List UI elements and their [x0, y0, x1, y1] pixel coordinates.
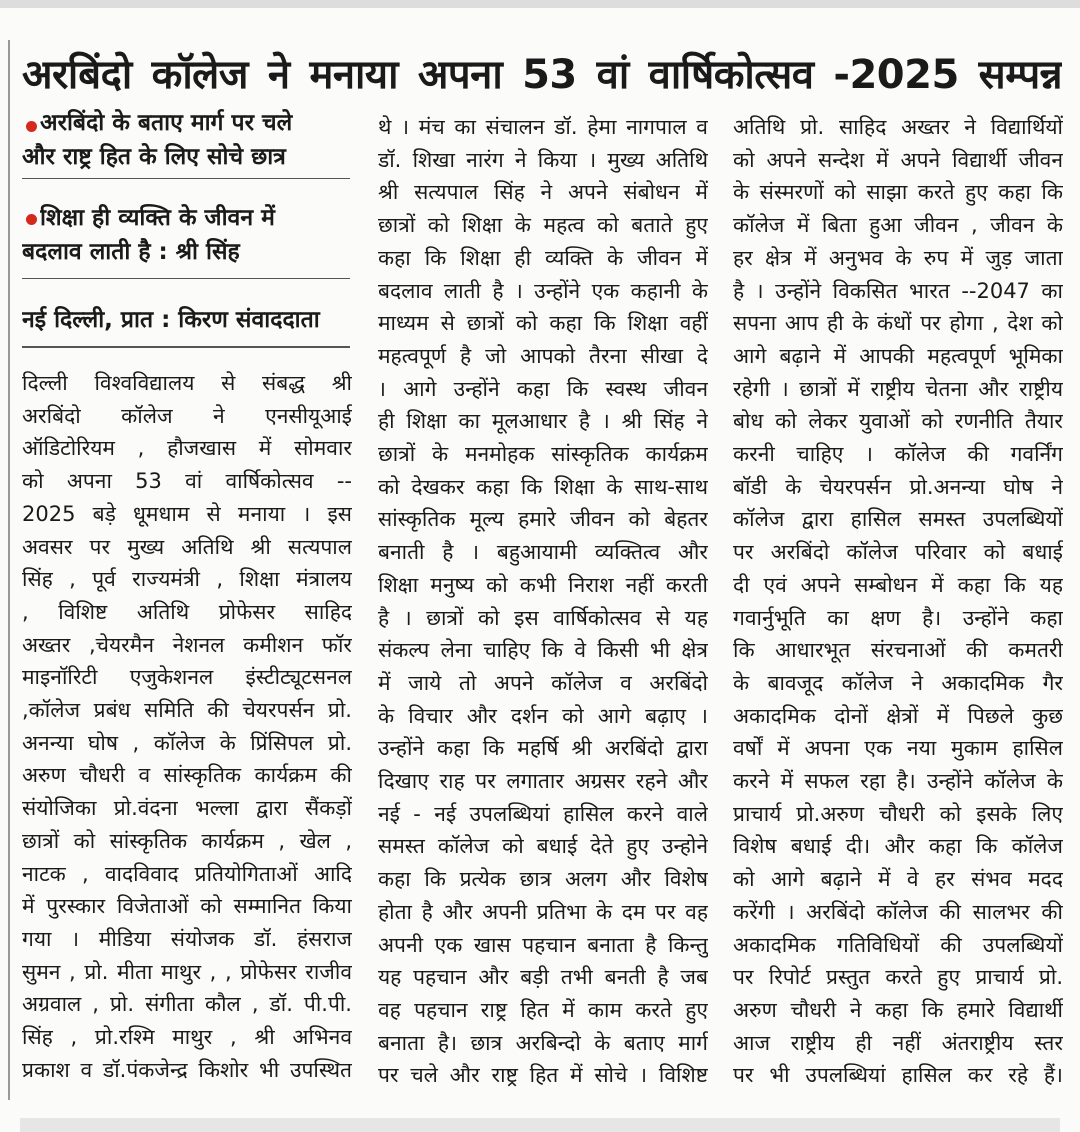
- highlight-line: अरबिंदो के बताए मार्ग पर चले: [40, 110, 293, 136]
- body-line: कॉलेज द्वारा हासिल समस्त उपलब्धियों: [733, 507, 1063, 532]
- body-line: उन्होंने कहा कि महर्षि श्री अरबिंदो द्वा…: [378, 736, 708, 761]
- left-border: [8, 40, 10, 1100]
- body-line: नई - नई उपलब्धियां हासिल करने वाले: [378, 801, 708, 826]
- top-strip: [0, 0, 1080, 8]
- body-line: सिंह , पूर्व राज्यमंत्री , शिक्षा मंत्रा…: [22, 567, 352, 592]
- body-line: सांस्कृतिक मूल्य हमारे जीवन को बेहतर: [378, 507, 708, 532]
- body-line: प्राचार्य प्रो.अरुण चौधरी को इसके लिए: [733, 801, 1063, 826]
- body-line: बॉडी के चेयरपर्सन प्रो.अनन्या घोष ने: [733, 474, 1063, 499]
- body-line: है । उन्होंने विकसित भारत --2047 का: [733, 278, 1063, 303]
- body-line: श्री सत्यपाल सिंह ने अपने संबोधन में: [378, 180, 708, 205]
- body-line: हर क्षेत्र में अनुभव के रुप में जुड़ जात…: [733, 245, 1063, 270]
- body-line: दिखाए राह पर लगातार अग्रसर रहने और: [378, 769, 708, 793]
- body-line: बोध को लेकर युवाओं को रणनीति तैयार: [733, 409, 1063, 434]
- separator: [22, 178, 350, 179]
- body-line: संयोजिका प्रो.वंदना भल्ला द्वारा सैंकड़ो…: [22, 796, 352, 821]
- bullet: [26, 121, 37, 132]
- body-line: माइनॉरिटी एजुकेशनल इंस्टीट्यूटसनल: [22, 665, 352, 690]
- body-line: अवसर पर मुख्य अतिथि श्री सत्यपाल: [22, 534, 352, 559]
- body-line: सिंह , प्रो.रश्मि माथुर , श्री अभिनव: [22, 1025, 352, 1049]
- body-line: गवार्नुभूति का क्षण है। उन्होंने कहा: [733, 605, 1063, 630]
- separator: [22, 346, 350, 348]
- body-line: है । छात्रों को इस वार्षिकोत्सव से यह: [378, 605, 708, 630]
- body-line: करेंगी । अरबिंदो कॉलेज की सालभर की: [733, 899, 1063, 924]
- body-line: समस्त कॉलेज को बधाई देते हुए उन्होने: [378, 834, 708, 859]
- body-line: बनाता है। छात्र अरबिन्दो के बताए मार्ग: [378, 1030, 708, 1055]
- body-line: महत्वपूर्ण है जो आपको तैरना सीखा दे: [378, 343, 708, 368]
- body-line: माध्यम से छात्रों को कहा कि शिक्षा वहीं: [378, 311, 708, 336]
- body-line: बदलाव लाती है । उन्होंने एक कहानी के: [378, 278, 708, 303]
- body-line: में पुरस्कार विजेताओं को सम्मानित किया: [22, 894, 352, 919]
- highlight-line: बदलाव लाती है : श्री सिंह: [22, 239, 240, 265]
- body-line: पर रिपोर्ट प्रस्तुत करते हुए प्राचार्य प…: [733, 965, 1063, 990]
- body-line: । आगे उन्होंने कहा कि स्वस्थ जीवन: [378, 376, 708, 401]
- body-line: पर भी उपलब्धियां हासिल कर रहे हैं।: [733, 1063, 1063, 1088]
- body-line: अतिथि प्रो. साहिद अख्तर ने विद्यार्थियों: [733, 115, 1063, 139]
- body-line: कहा कि प्रत्येक छात्र अलग और विशेष: [378, 867, 708, 892]
- body-line: वर्षों में अपना एक नया मुकाम हासिल: [733, 736, 1063, 761]
- highlight-line: शिक्षा ही व्यक्ति के जीवन में: [40, 205, 275, 231]
- body-line: छात्रों के मनमोहक सांस्कृतिक कार्यक्रम: [378, 442, 708, 466]
- body-line: के विचार और दर्शन को आगे बढ़ाए ।: [378, 703, 708, 728]
- bullet: [26, 214, 37, 225]
- body-line: संकल्प लेना चाहिए कि वे किसी भी क्षेत्र: [378, 638, 708, 663]
- body-line: अख्तर ,चेयरमैन नेशनल कमीशन फॉर: [22, 632, 352, 657]
- bottom-strip: [20, 1118, 1060, 1132]
- body-line: के बावजूद कॉलेज ने अकादमिक गैर: [733, 670, 1063, 695]
- body-line: प्रकाश व डॉ.पंकजेन्द्र किशोर भी उपस्थित: [22, 1057, 352, 1082]
- body-line: करनी चाहिए । कॉलेज की गवर्निंग: [733, 442, 1063, 466]
- body-line: रहेगी । छात्रों में राष्ट्रीय चेतना और र…: [733, 376, 1063, 401]
- body-line: पर चले और राष्ट्र हित में सोचे । विशिष्ट: [378, 1063, 708, 1088]
- body-line: अपनी एक खास पहचान बनाता है किन्तु: [378, 932, 708, 957]
- body-line: आज राष्ट्रीय ही नहीं अंतराष्ट्रीय स्तर: [733, 1030, 1063, 1055]
- body-line: थे । मंच का संचालन डॉ. हेमा नागपाल व: [378, 115, 708, 139]
- body-line: अरुण चौधरी व सांस्कृतिक कार्यक्रम की: [22, 763, 352, 788]
- body-line: के संस्मरणों को साझा करते हुए कहा कि: [733, 180, 1063, 205]
- body-line: छात्रों को शिक्षा के महत्व को बताते हुए: [378, 213, 708, 238]
- headline: अरबिंदो कॉलेज ने मनाया अपना 53 वां वार्ष…: [22, 52, 1062, 98]
- body-line: गया । मीडिया संयोजक डॉ. हंसराज: [22, 926, 352, 951]
- body-line: छात्रों को सांस्कृतिक कार्यक्रम , खेल ,: [22, 828, 352, 853]
- body-line: अग्रवाल , प्रो. संगीता कौल , डॉ. पी.पी.: [22, 992, 352, 1017]
- body-line: ही शिक्षा का मूलआधार है । श्री सिंह ने: [378, 409, 708, 434]
- body-line: ,कॉलेज प्रबंध समिति की चेयरपर्सन प्रो.: [22, 698, 352, 722]
- highlight-line: और राष्ट्र हित के लिए सोचे छात्र: [22, 144, 286, 170]
- body-line: डॉ. शिखा नारंग ने किया । मुख्य अतिथि: [378, 147, 708, 172]
- separator: [22, 278, 350, 279]
- body-line: को आगे बढ़ाने में वे हर संभव मदद: [733, 867, 1063, 892]
- body-line: पर अरबिंदो कॉलेज परिवार को बधाई: [733, 540, 1063, 565]
- body-line: कि आधारभूत संरचनाओं की कमतरी: [733, 638, 1063, 663]
- body-line: बनाती है । बहुआयामी व्यक्तित्व और: [378, 540, 708, 565]
- body-line: वह पहचान राष्ट्र हित में काम करते हुए: [378, 997, 708, 1022]
- body-line: शिक्षा मनुष्य को कभी निराश नहीं करती: [378, 572, 708, 597]
- body-line: में जाये तो अपने कॉलेज व अरबिंदो: [378, 670, 708, 695]
- body-line: होता है और अपनी प्रतिभा के दम पर वह: [378, 899, 708, 924]
- body-line: ऑडिटोरियम , हौजखास में सोमवार: [22, 436, 352, 461]
- body-line: विशेष बधाई दी। और कहा कि कॉलेज: [733, 834, 1063, 859]
- body-line: दी एवं अपने सम्बोधन में कहा कि यह: [733, 572, 1063, 597]
- body-line: अरबिंदो कॉलेज ने एनसीयूआई: [22, 403, 352, 428]
- byline: नई दिल्ली, प्रात : किरण संवाददाता: [22, 307, 320, 333]
- body-line: करने में सफल रहा है। उन्होंने कॉलेज के: [733, 769, 1063, 793]
- body-line: दिल्ली विश्वविद्यालय से संबद्ध श्री: [22, 371, 352, 395]
- body-line: सुमन , प्रो. मीता माथुर , , प्रोफेसर राज…: [22, 959, 352, 984]
- body-line: अरुण चौधरी ने कहा कि हमारे विद्यार्थी: [733, 997, 1063, 1022]
- body-line: आगे बढ़ाने में आपकी महत्वपूर्ण भूमिका: [733, 343, 1063, 368]
- body-line: 2025 बड़े धूमधाम से मनाया । इस: [22, 501, 352, 526]
- body-line: को अपना 53 वां वार्षिकोत्सव --: [22, 469, 352, 494]
- body-line: अकादमिक दोनों क्षेत्रों में पिछले कुछ: [733, 703, 1063, 728]
- body-line: कहा कि शिक्षा ही व्यक्ति के जीवन में: [378, 245, 708, 270]
- body-line: अकादमिक गतिविधियों की उपलब्धियों: [733, 932, 1063, 957]
- body-line: को देखकर कहा कि शिक्षा के साथ-साथ: [378, 474, 708, 499]
- body-line: अनन्या घोष , कॉलेज के प्रिंसिपल प्रो.: [22, 730, 352, 755]
- body-line: यह पहचान और बड़ी तभी बनती है जब: [378, 965, 708, 990]
- body-line: नाटक , वादविवाद प्रतियोगिताओं आदि: [22, 861, 352, 886]
- body-line: को अपने सन्देश में अपने विद्यार्थी जीवन: [733, 147, 1063, 172]
- body-line: कॉलेज में बिता हुआ जीवन , जीवन के: [733, 213, 1063, 238]
- body-line: सपना आप ही के कंधों पर होगा , देश को: [733, 311, 1063, 336]
- body-line: , विशिष्ट अतिथि प्रोफेसर साहिद: [22, 599, 352, 624]
